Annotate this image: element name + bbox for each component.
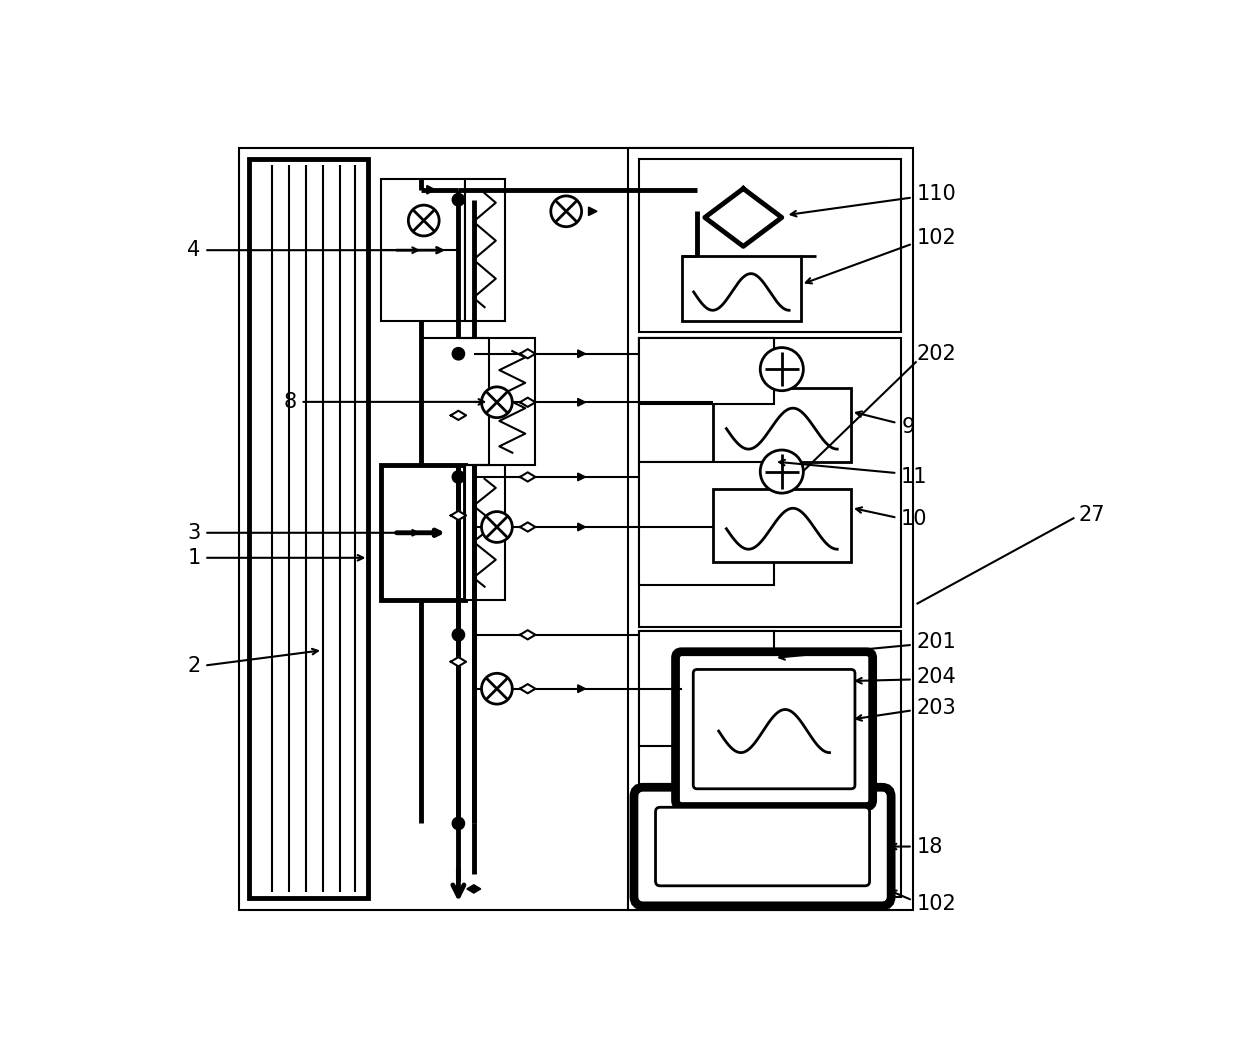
Bar — [627, 148, 913, 910]
Bar — [490, 339, 536, 465]
Polygon shape — [589, 207, 596, 215]
Polygon shape — [578, 399, 585, 406]
Bar — [239, 148, 894, 910]
FancyBboxPatch shape — [656, 807, 869, 886]
Text: 4: 4 — [187, 241, 201, 261]
Polygon shape — [520, 630, 536, 639]
Text: 9: 9 — [901, 417, 915, 437]
Text: 2: 2 — [187, 655, 201, 675]
Polygon shape — [578, 685, 585, 692]
Text: 11: 11 — [901, 467, 928, 487]
Text: 110: 110 — [916, 185, 956, 205]
Text: 201: 201 — [916, 633, 956, 652]
Bar — [704, 689, 843, 766]
Text: 202: 202 — [916, 344, 956, 364]
Circle shape — [760, 347, 804, 390]
Circle shape — [453, 818, 465, 829]
Circle shape — [481, 512, 512, 542]
Bar — [640, 631, 901, 897]
Polygon shape — [520, 473, 536, 481]
Polygon shape — [520, 522, 536, 532]
Bar — [465, 465, 505, 600]
Bar — [640, 339, 774, 404]
Text: 102: 102 — [916, 228, 956, 248]
Text: 3: 3 — [187, 523, 201, 542]
Bar — [382, 179, 465, 322]
FancyBboxPatch shape — [634, 787, 892, 906]
Polygon shape — [450, 657, 466, 667]
Polygon shape — [427, 186, 435, 194]
Circle shape — [453, 193, 465, 206]
Text: 102: 102 — [916, 895, 956, 915]
Bar — [640, 461, 774, 584]
Polygon shape — [578, 473, 585, 481]
Polygon shape — [704, 189, 781, 246]
Polygon shape — [520, 684, 536, 693]
Bar — [249, 159, 368, 898]
Text: 18: 18 — [916, 837, 942, 857]
Bar — [640, 159, 901, 332]
Bar — [465, 179, 505, 322]
Text: 27: 27 — [1079, 505, 1105, 525]
Text: 1: 1 — [187, 548, 201, 568]
Bar — [682, 256, 801, 322]
Text: 203: 203 — [916, 698, 956, 718]
Circle shape — [453, 347, 465, 360]
Circle shape — [551, 196, 582, 227]
Polygon shape — [578, 523, 585, 531]
Circle shape — [453, 471, 465, 483]
Polygon shape — [450, 410, 466, 420]
Text: 8: 8 — [284, 391, 296, 411]
Polygon shape — [467, 885, 481, 894]
FancyBboxPatch shape — [693, 670, 854, 789]
Polygon shape — [520, 398, 536, 407]
FancyBboxPatch shape — [676, 652, 873, 806]
Text: 204: 204 — [916, 667, 956, 687]
Polygon shape — [520, 349, 536, 359]
Circle shape — [481, 673, 512, 704]
Circle shape — [481, 387, 512, 418]
Text: 10: 10 — [901, 510, 928, 530]
Circle shape — [453, 629, 465, 641]
Circle shape — [408, 205, 439, 236]
Bar — [640, 631, 774, 747]
Bar — [382, 465, 465, 600]
Bar — [640, 339, 774, 461]
Bar — [713, 488, 851, 561]
Polygon shape — [578, 350, 585, 358]
Bar — [640, 339, 901, 627]
Bar — [713, 388, 851, 461]
Polygon shape — [450, 511, 466, 520]
Circle shape — [760, 450, 804, 493]
